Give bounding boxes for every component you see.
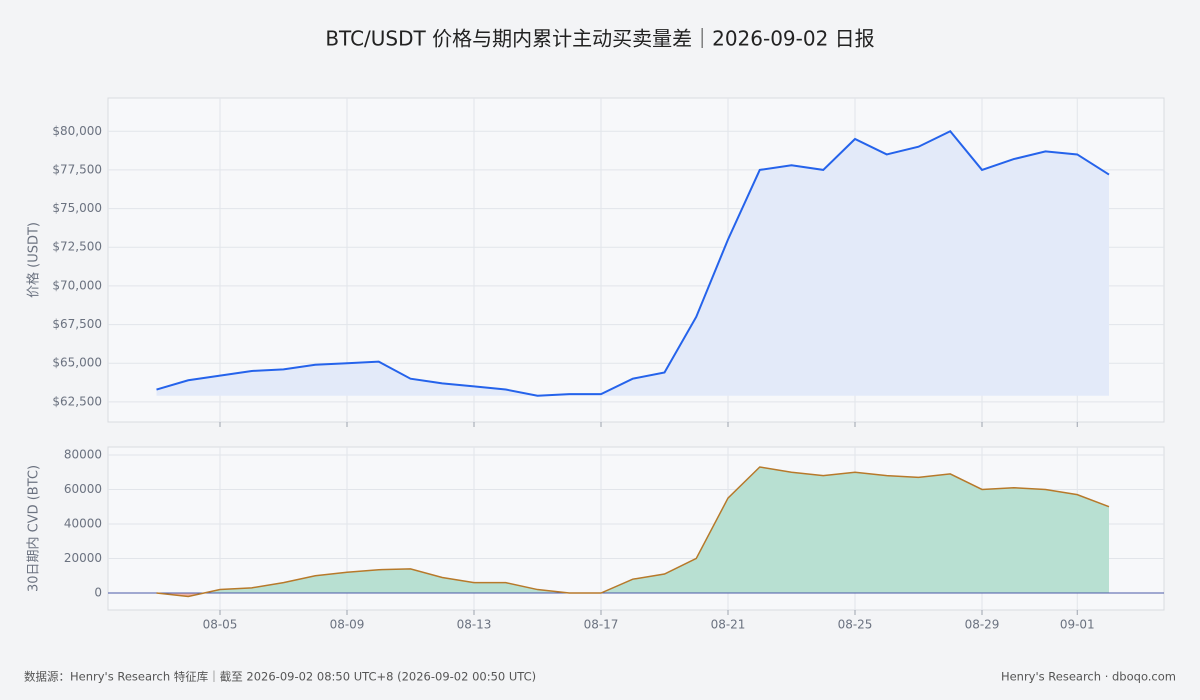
page-title: BTC/USDT 价格与期内累计主动买卖量差｜2026-09-02 日报	[325, 27, 874, 51]
price-line	[156, 130, 1110, 397]
y-tick-label: 0	[94, 586, 102, 600]
y-tick-label: $75,000	[52, 201, 102, 215]
y-axis-label: 30日期内 CVD (BTC)	[26, 465, 42, 592]
x-tick-label: 08-05	[203, 618, 238, 632]
price-area	[156, 131, 1109, 396]
y-axis-label: 价格 (USDT)	[26, 222, 42, 298]
y-tick-label: $77,500	[52, 162, 102, 176]
y-tick-label: 80000	[64, 447, 102, 461]
y-tick-label: $70,000	[52, 278, 102, 292]
y-tick-label: 20000	[64, 551, 102, 565]
y-tick-label: 60000	[64, 482, 102, 496]
y-tick-label: $67,500	[52, 317, 102, 331]
footer-source: 数据源：Henry's Research 特征库｜截至 2026-09-02 0…	[24, 670, 536, 684]
footer-brand: Henry's Research · dboqo.com	[1001, 670, 1176, 684]
y-tick-label: 40000	[64, 516, 102, 530]
x-tick-label: 08-29	[965, 618, 1000, 632]
x-tick-label: 08-09	[330, 618, 365, 632]
cvd-line	[156, 466, 1110, 598]
x-tick-label: 08-21	[711, 618, 746, 632]
y-tick-label: $65,000	[52, 356, 102, 370]
x-tick-label: 08-13	[457, 618, 492, 632]
y-tick-label: $72,500	[52, 240, 102, 254]
cvd-positive-area	[156, 467, 1109, 594]
y-tick-label: $80,000	[52, 124, 102, 138]
x-tick-label: 08-25	[838, 618, 873, 632]
x-tick-label: 09-01	[1060, 618, 1095, 632]
x-tick-label: 08-17	[584, 618, 619, 632]
y-tick-label: $62,500	[52, 394, 102, 408]
